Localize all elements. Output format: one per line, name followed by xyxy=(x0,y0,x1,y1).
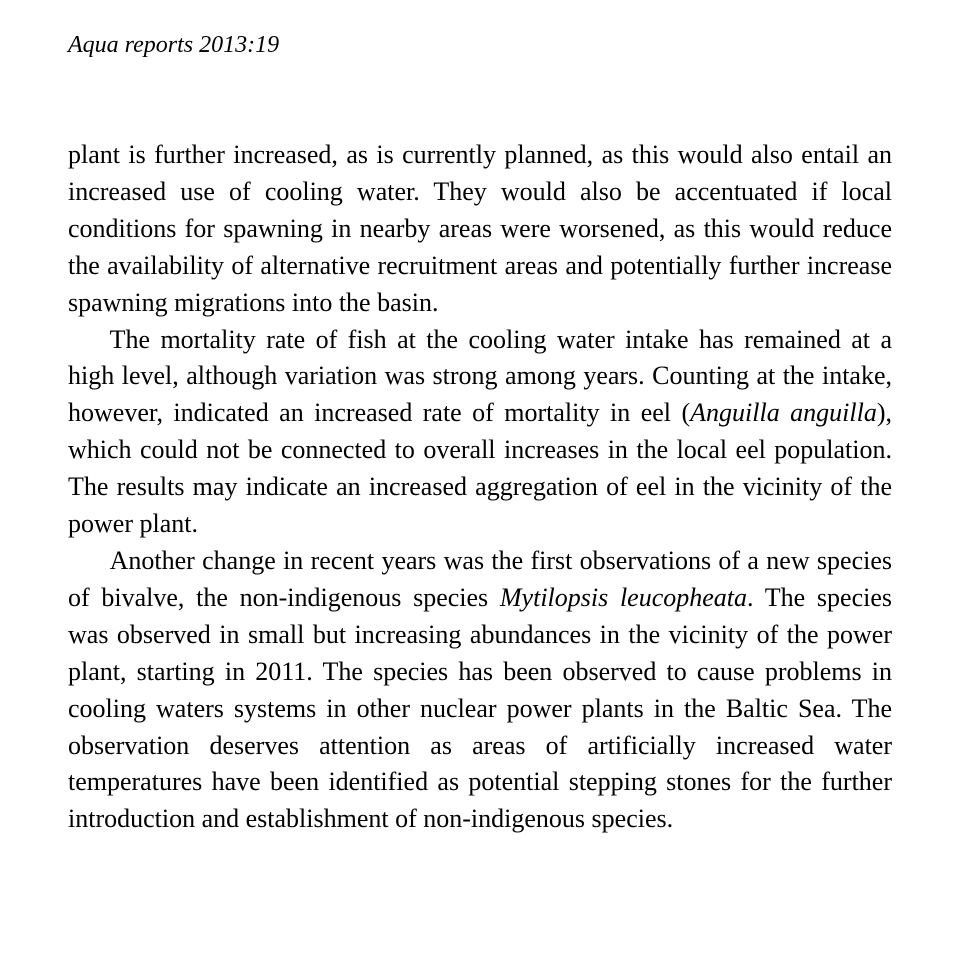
paragraph-1-text: plant is further increased, as is curren… xyxy=(68,140,892,317)
species-name-mytilopsis: Mytilopsis leucopheata xyxy=(500,583,747,612)
paragraph-1: plant is further increased, as is curren… xyxy=(68,137,892,322)
running-head: Aqua reports 2013:19 xyxy=(68,32,892,59)
paragraph-3-text-c: . The species was observed in small but … xyxy=(68,583,892,833)
paragraph-2: The mortality rate of fish at the coolin… xyxy=(68,322,892,543)
species-name-anguilla: Anguilla anguilla xyxy=(690,398,877,427)
paragraph-3: Another change in recent years was the f… xyxy=(68,543,892,838)
page: Aqua reports 2013:19 plant is further in… xyxy=(0,0,960,971)
body-text: plant is further increased, as is curren… xyxy=(68,137,892,838)
